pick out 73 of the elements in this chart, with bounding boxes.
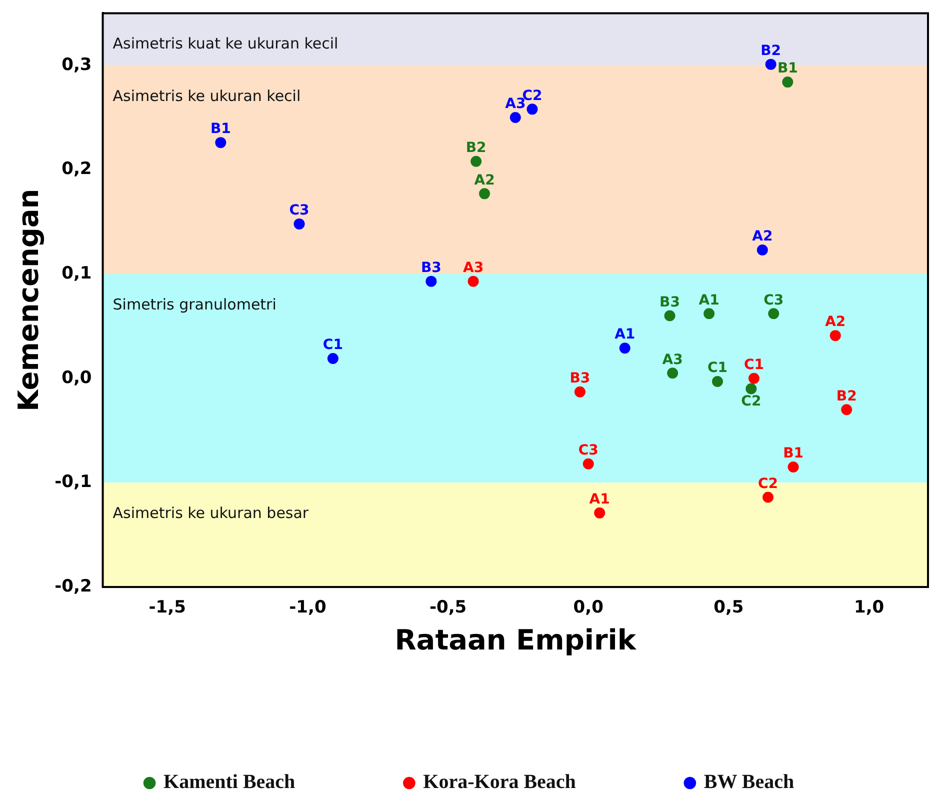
point (830, 330, 841, 342)
y-axis-title: Kemencengan (12, 188, 46, 412)
data-label: A2 (474, 172, 495, 188)
data-label: C1 (744, 356, 764, 373)
point (667, 368, 678, 379)
point (746, 383, 757, 394)
point (765, 58, 776, 70)
y-tick-label: -0,1 (54, 472, 92, 492)
point (510, 112, 521, 124)
point (748, 372, 760, 384)
point (664, 310, 676, 322)
x-tick-label: -0,5 (429, 598, 467, 618)
point (841, 404, 852, 416)
data-label: C3 (289, 202, 310, 219)
point (468, 276, 479, 287)
data-label: B1 (210, 121, 231, 138)
point (768, 308, 780, 320)
point (582, 458, 594, 470)
point (619, 342, 630, 354)
data-label: B2 (466, 140, 486, 156)
point (426, 276, 437, 287)
x-tick-label: -1,5 (148, 598, 186, 618)
data-label: B1 (777, 60, 798, 77)
y-tick-label: 0,3 (62, 54, 92, 75)
legend-label: BW Beach (704, 771, 794, 794)
point (479, 188, 490, 200)
band-label: Simetris granulometri (112, 295, 276, 314)
point (574, 386, 586, 398)
x-tick-label: 1,0 (854, 598, 884, 618)
y-tick-label: -0,2 (54, 576, 92, 596)
band-label: Asimetris ke ukuran besar (112, 504, 310, 522)
data-label: A2 (752, 228, 773, 245)
data-label: A2 (825, 314, 846, 330)
data-label: C1 (707, 360, 728, 376)
data-label: A1 (589, 492, 610, 508)
point (526, 104, 538, 115)
legend-label: Kamenti Beach (164, 771, 296, 794)
data-label: A1 (614, 326, 636, 343)
data-label: C3 (764, 292, 784, 308)
point (782, 76, 794, 88)
y-tick-label: 0,1 (62, 263, 92, 284)
legend-label: Kora-Kora Beach (423, 771, 576, 794)
point (704, 308, 715, 320)
band-label: Asimetris ke ukuran kecil (112, 86, 301, 105)
point (762, 492, 774, 503)
data-label: B3 (570, 370, 590, 387)
point (470, 156, 482, 167)
x-tick-label: 0,5 (714, 598, 744, 618)
point (327, 353, 338, 364)
data-label: B2 (760, 42, 782, 59)
x-axis-title: Rataan Empirik (394, 623, 638, 656)
x-tick-label: -1,0 (289, 598, 326, 618)
point (788, 462, 799, 473)
data-label: B1 (783, 446, 804, 462)
data-label: A3 (462, 260, 484, 276)
point (756, 244, 768, 256)
data-label: B3 (420, 260, 442, 276)
data-label: A3 (662, 352, 683, 368)
data-label: B3 (660, 294, 680, 310)
point (594, 507, 606, 518)
point (712, 376, 723, 387)
data-label: B2 (836, 388, 857, 404)
data-label: C2 (758, 476, 778, 492)
data-label: A1 (698, 292, 720, 308)
y-tick-label: 0,0 (62, 368, 92, 388)
point (294, 218, 305, 230)
data-label: C1 (322, 337, 343, 354)
x-tick-label: 0,0 (573, 598, 604, 618)
y-tick-label: 0,2 (62, 159, 92, 180)
data-label: C3 (578, 442, 598, 459)
point (215, 137, 226, 148)
band-label: Asimetris kuat ke ukuran kecil (112, 34, 338, 53)
data-label: C2 (741, 393, 762, 410)
